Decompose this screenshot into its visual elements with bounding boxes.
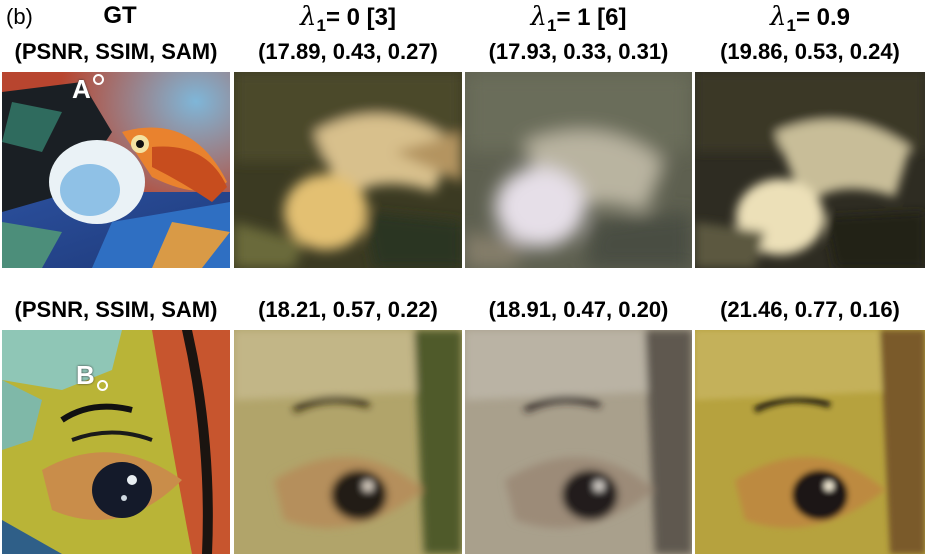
recon-image-row2-lambda-0-9 (695, 330, 925, 554)
metric-row2-lambda-1: (18.91, 0.47, 0.20) (488, 297, 669, 322)
blurred-toucan-lambda-0 (234, 72, 462, 268)
marker-a: A (72, 74, 104, 105)
lambda-value: = 0.9 (795, 4, 850, 31)
marker-a-letter: A (72, 74, 91, 104)
blurred-toucan-lambda-1 (465, 72, 692, 268)
lambda-symbol: λ (530, 2, 547, 32)
lambda-symbol: λ (300, 2, 317, 32)
metric-row2-lambda-0: (18.21, 0.57, 0.22) (258, 297, 438, 322)
metric-label-row2: (PSNR, SSIM, SAM) (14, 297, 218, 322)
lambda-subscript: 1 (786, 16, 796, 35)
blurred-eye-lambda-0 (234, 330, 462, 554)
marker-circle-icon (96, 380, 108, 391)
lambda-subscript: 1 (546, 16, 557, 35)
marker-b: B (76, 360, 108, 391)
eye-picture (2, 330, 230, 554)
gt-image-toucan: A (2, 72, 230, 268)
metric-row1-lambda-0-9: (19.86, 0.53, 0.24) (720, 39, 900, 64)
column-title-lambda-0: λ1= 0 [3] (234, 2, 462, 38)
column-title-text: GT (103, 2, 137, 29)
lambda-subscript: 1 (316, 16, 326, 35)
column-title-gt: GT (60, 2, 180, 38)
metric-row2-lambda-0-9: (21.46, 0.77, 0.16) (720, 297, 900, 322)
blurred-eye-lambda-0-9 (695, 330, 925, 554)
recon-image-row1-lambda-0-9 (695, 72, 925, 268)
recon-image-row2-lambda-1 (465, 330, 692, 554)
recon-image-row1-lambda-1 (465, 72, 692, 268)
column-title-lambda-0-9: λ1= 0.9 (695, 2, 925, 38)
marker-b-letter: B (76, 360, 95, 390)
toucan-picture (2, 72, 230, 268)
blurred-eye-lambda-1 (465, 330, 692, 554)
metric-row1-lambda-1: (17.93, 0.33, 0.31) (488, 39, 669, 64)
column-title-lambda-1: λ1= 1 [6] (465, 2, 692, 38)
lambda-value: = 0 [3] (325, 4, 396, 31)
metric-row1-lambda-0: (17.89, 0.43, 0.27) (258, 39, 438, 64)
lambda-symbol: λ (770, 2, 787, 32)
panel-label: (b) (6, 4, 33, 29)
gt-image-eye: B (2, 330, 230, 554)
blurred-toucan-lambda-0-9 (695, 72, 925, 268)
lambda-value: = 1 [6] (556, 4, 627, 31)
recon-image-row1-lambda-0 (234, 72, 462, 268)
recon-image-row2-lambda-0 (234, 330, 462, 554)
marker-circle-icon (92, 74, 104, 85)
metric-label-row1: (PSNR, SSIM, SAM) (14, 39, 218, 64)
